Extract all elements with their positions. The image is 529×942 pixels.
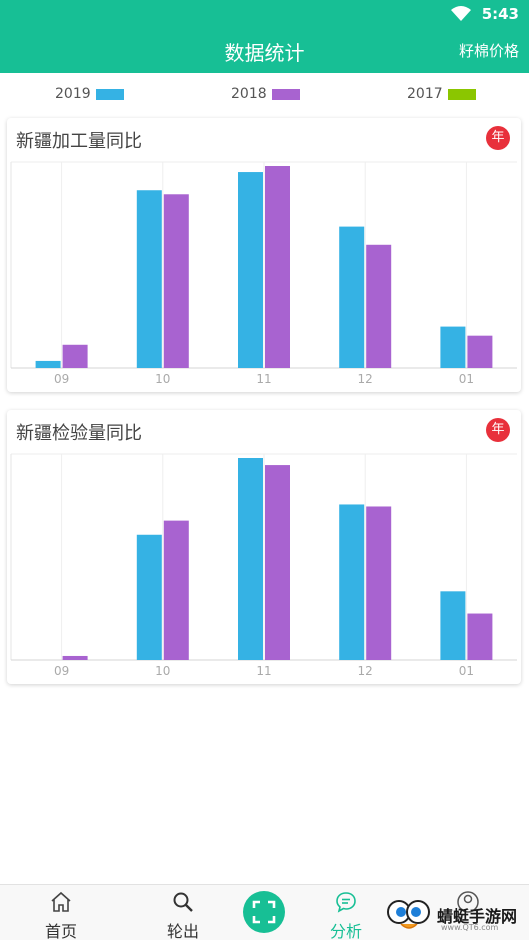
bar-2018-09 (62, 655, 88, 660)
legend-label: 2019 (55, 86, 91, 102)
card-title: 新疆检验量同比 (16, 423, 142, 444)
wifi-icon (451, 6, 471, 21)
year-badge[interactable]: 年 (486, 418, 510, 442)
bar-2019-11 (238, 172, 263, 368)
dragonfly-logo-icon (387, 900, 430, 929)
year-badge[interactable]: 年 (486, 126, 510, 150)
x-tick-label: 11 (256, 372, 271, 386)
bar-2019-10 (136, 190, 162, 368)
status-time: 5:43 (481, 5, 519, 23)
legend-label: 2017 (407, 86, 443, 102)
search-icon (173, 892, 193, 912)
nav-home-label: 首页 (44, 922, 77, 941)
x-tick-label: 01 (459, 372, 474, 386)
nav-profile[interactable] (428, 885, 508, 941)
bar-2018-10 (163, 194, 189, 368)
x-tick-label: 12 (358, 664, 373, 678)
bar-2018-01 (467, 335, 493, 368)
bar-2019-12 (339, 504, 365, 660)
bar-2019-01 (440, 326, 466, 368)
watermark-url: www.QT6.com (441, 923, 499, 932)
page-title: 数据统计 (224, 41, 305, 65)
scan-icon (252, 900, 276, 924)
chat-icon (336, 892, 356, 913)
home-icon (51, 891, 71, 912)
bar-2018-11 (265, 465, 290, 660)
bar-2019-12 (339, 226, 365, 368)
legend-swatch (447, 88, 476, 100)
legend-label: 2018 (231, 86, 267, 102)
card-title: 新疆加工量同比 (16, 131, 142, 152)
scan-button[interactable] (243, 891, 285, 933)
x-tick-label: 01 (459, 664, 474, 678)
nav-export[interactable]: 轮出 (143, 885, 223, 941)
x-tick-label: 10 (155, 372, 170, 386)
legend-swatch (95, 88, 124, 100)
legend-item-2018[interactable]: 2018 (231, 86, 300, 102)
legend-swatch (271, 88, 300, 100)
inspection-volume-card: 新疆检验量同比 年 09 10 11 12 01 (7, 410, 521, 684)
bar-2019-11 (238, 458, 263, 660)
bar-2018-12 (366, 244, 392, 368)
legend-item-2019[interactable]: 2019 (55, 86, 124, 102)
bar-2019-09 (35, 360, 61, 368)
nav-analysis-label: 分析 (329, 922, 362, 941)
nav-analysis[interactable]: 分析 (306, 885, 386, 941)
user-icon (457, 891, 479, 913)
bar-2018-11 (265, 166, 290, 368)
bar-2018-10 (163, 520, 189, 660)
x-tick-label: 10 (155, 664, 170, 678)
x-tick-label: 09 (54, 372, 69, 386)
app-bar: 数据统计 籽棉价格 (0, 28, 529, 73)
bar-2018-01 (467, 613, 493, 660)
inspection-volume-chart: 09 10 11 12 01 (10, 453, 517, 678)
processing-volume-chart: 09 10 11 12 01 (10, 161, 517, 386)
bar-2018-12 (366, 506, 392, 660)
processing-volume-card: 新疆加工量同比 年 09 10 11 12 01 (7, 118, 521, 392)
bar-2019-01 (440, 591, 466, 660)
cotton-price-link[interactable]: 籽棉价格 (458, 42, 519, 60)
legend-item-2017[interactable]: 2017 (407, 86, 476, 102)
status-bar: 5:43 (0, 0, 529, 28)
x-tick-label: 09 (54, 664, 69, 678)
bar-2019-10 (136, 534, 162, 660)
chart-legend: 2019 2018 2017 (0, 86, 529, 108)
bar-2018-09 (62, 344, 88, 368)
watermark-text: 蜻蜓手游网 (437, 907, 518, 926)
x-tick-label: 12 (358, 372, 373, 386)
nav-home[interactable]: 首页 (21, 885, 101, 941)
nav-export-label: 轮出 (166, 922, 199, 941)
x-tick-label: 11 (256, 664, 271, 678)
watermark: 蜻蜓手游网 www.QT6.com (385, 896, 525, 936)
